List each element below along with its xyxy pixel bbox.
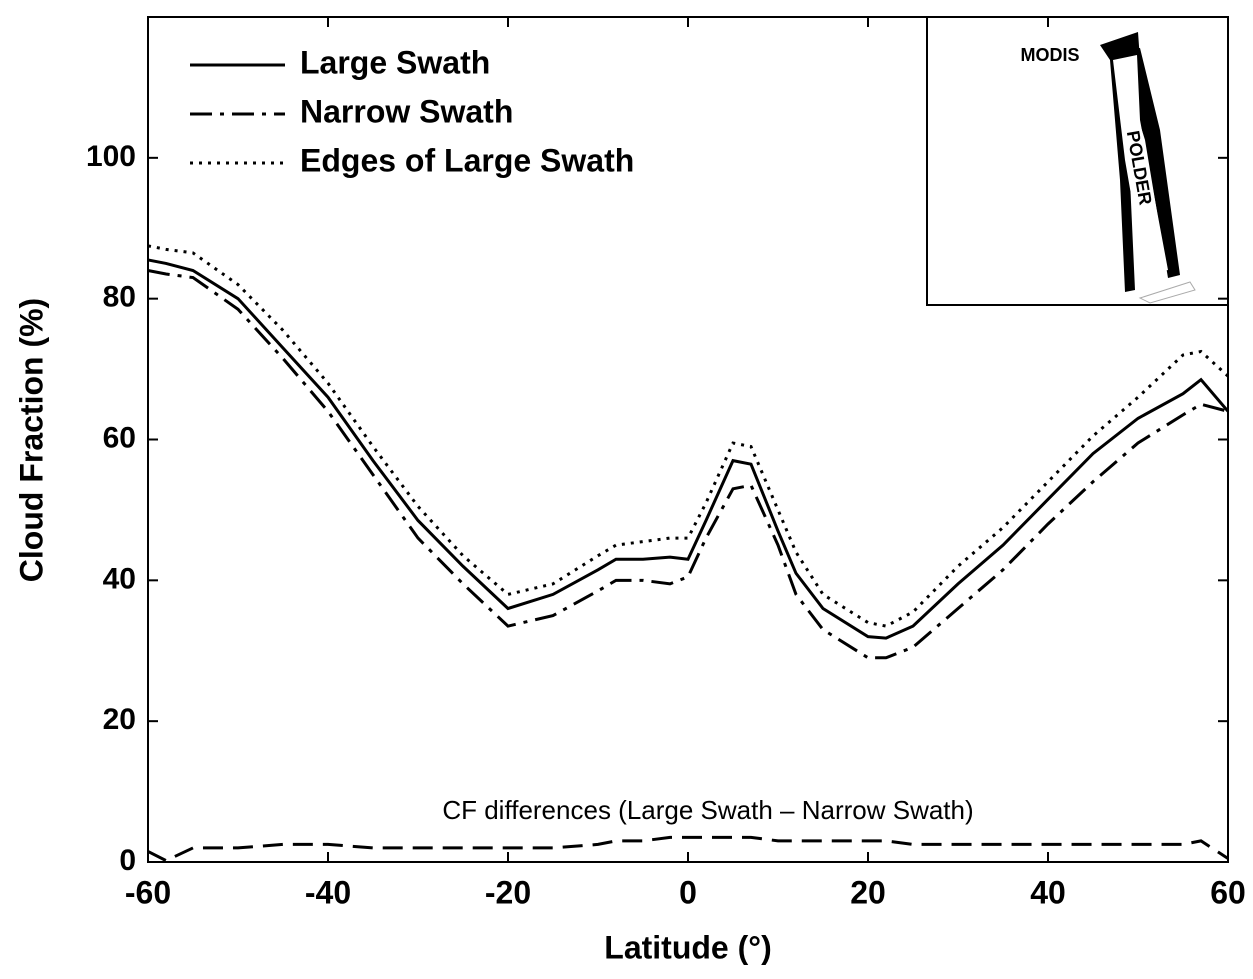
inset-frame <box>926 16 1229 306</box>
x-axis-label: Latitude (°) <box>604 929 771 965</box>
polder-swath-edge <box>1110 48 1180 278</box>
y-tick-label: 20 <box>103 703 136 736</box>
polder-swath <box>1113 55 1168 275</box>
annotation: CF differences (Large Swath – Narrow Swa… <box>442 795 973 825</box>
y-tick-label: 80 <box>103 281 136 314</box>
y-tick-label: 0 <box>119 844 136 877</box>
series-line <box>147 258 1230 640</box>
x-tick-label: -60 <box>125 874 171 910</box>
legend-label: Edges of Large Swath <box>300 142 634 178</box>
legend-label: Large Swath <box>300 44 490 80</box>
x-tick-label: 40 <box>1030 874 1066 910</box>
swath-end <box>1138 281 1196 304</box>
inset-label: MODIS <box>1020 45 1079 65</box>
series-line <box>147 269 1229 660</box>
x-tick-label: -40 <box>305 874 351 910</box>
inset-map: MODIS POLDER <box>926 16 1229 306</box>
y-tick-label: 40 <box>103 562 136 595</box>
x-tick-label: 0 <box>679 874 697 910</box>
x-tick-label: 60 <box>1210 874 1246 910</box>
x-tick-label: -20 <box>485 874 531 910</box>
series-line <box>147 244 1230 628</box>
y-tick-label: 60 <box>103 421 136 454</box>
y-tick-label: 100 <box>86 140 136 173</box>
x-tick-label: 20 <box>850 874 886 910</box>
y-axis-label: Cloud Fraction (%) <box>13 298 49 582</box>
legend-label: Narrow Swath <box>300 93 513 129</box>
